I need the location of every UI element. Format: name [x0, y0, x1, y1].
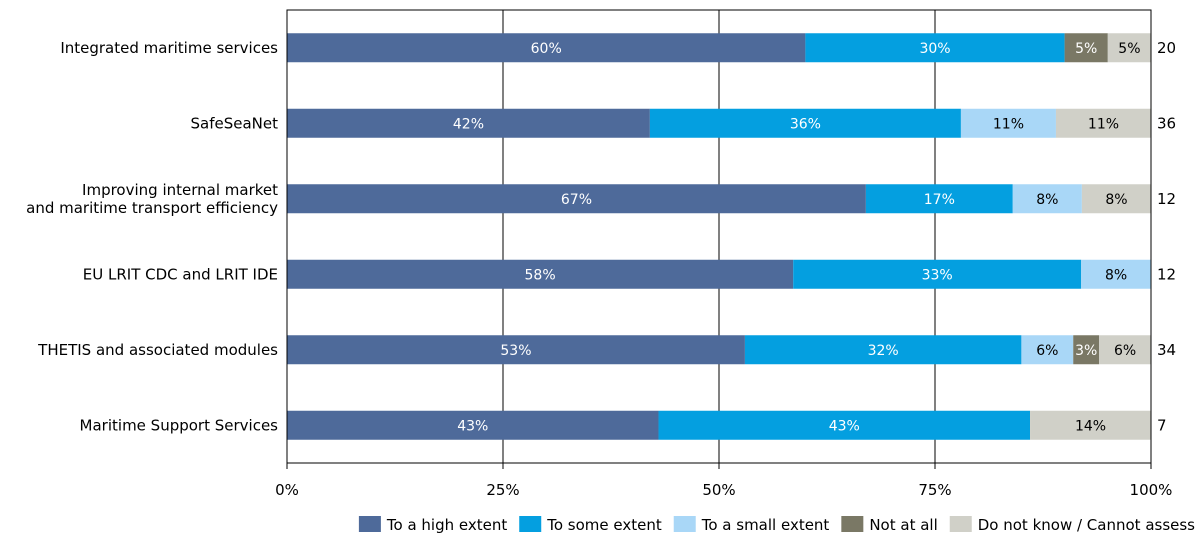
- data-label: 6%: [1036, 343, 1058, 359]
- bar-segment: [649, 108, 961, 138]
- legend-swatch: [673, 516, 696, 532]
- data-label: 58%: [525, 267, 556, 283]
- data-label: 43%: [457, 418, 488, 434]
- bar-segment: [744, 335, 1022, 365]
- category-label: Integrated maritime services: [60, 39, 278, 57]
- x-tick-label: 25%: [486, 481, 519, 499]
- data-label: 33%: [922, 267, 953, 283]
- bar-segment: [1081, 184, 1151, 214]
- bar-segment: [865, 184, 1013, 214]
- data-label: 43%: [829, 418, 860, 434]
- bar-segments: 60% 30% 5% 5% 42% 36% 11% 11% 67% 17% 8% 8% 58% 33% 8%…: [287, 33, 1151, 440]
- data-label: 8%: [1105, 192, 1127, 208]
- count-label: 12: [1157, 190, 1176, 208]
- category-label: THETIS and associated modules: [37, 341, 278, 359]
- data-label: 32%: [868, 343, 899, 359]
- bar-segment: [287, 33, 806, 63]
- data-label: 36%: [790, 116, 821, 132]
- bar-segment: [1055, 108, 1151, 138]
- data-label: 5%: [1075, 41, 1097, 57]
- bar-segment: [960, 108, 1056, 138]
- data-label: 6%: [1114, 343, 1136, 359]
- data-label: 8%: [1105, 267, 1127, 283]
- bar-segment: [287, 259, 794, 289]
- legend-swatch: [519, 516, 542, 532]
- category-label: EU LRIT CDC and LRIT IDE: [83, 265, 278, 283]
- bar-segment: [1064, 33, 1108, 63]
- bar-segment: [1107, 33, 1151, 63]
- legend-swatch: [358, 516, 381, 532]
- legend-label: To a high extent: [386, 516, 507, 534]
- legend-label: To some extent: [546, 516, 662, 534]
- bar-segment: [287, 108, 650, 138]
- data-label: 60%: [531, 41, 562, 57]
- data-label: 3%: [1075, 343, 1097, 359]
- data-label: 11%: [993, 116, 1024, 132]
- bar-segment: [805, 33, 1065, 63]
- legend-swatch: [841, 516, 864, 532]
- bar-segment: [1099, 335, 1151, 365]
- x-tick-label: 0%: [275, 481, 299, 499]
- category-label: Improving internal market and maritime tr…: [26, 181, 278, 217]
- bar-segment: [1030, 410, 1151, 440]
- x-tick-label: 50%: [702, 481, 735, 499]
- data-label: 30%: [919, 41, 950, 57]
- data-label: 11%: [1088, 116, 1119, 132]
- data-label: 14%: [1075, 418, 1106, 434]
- x-tick-label: 75%: [918, 481, 951, 499]
- data-label: 5%: [1118, 41, 1140, 57]
- bar-segment: [1073, 335, 1100, 365]
- legend-label: Do not know / Cannot assess: [978, 516, 1195, 534]
- legend-swatch: [949, 516, 972, 532]
- count-label: 12: [1157, 265, 1176, 283]
- category-label: Maritime Support Services: [80, 416, 279, 434]
- bar-segment: [287, 335, 745, 365]
- legend-label: To a small extent: [701, 516, 830, 534]
- count-label: 34: [1157, 341, 1176, 359]
- data-label: 53%: [500, 343, 531, 359]
- count-label: 20: [1157, 39, 1176, 57]
- data-label: 67%: [561, 192, 592, 208]
- plot-frame: [286, 9, 1152, 469]
- data-label: 42%: [453, 116, 484, 132]
- bar-segment: [658, 410, 1031, 440]
- bar-segment: [287, 184, 866, 214]
- data-label: 17%: [924, 192, 955, 208]
- gridlines: [502, 10, 936, 463]
- x-tick-labels: 0% 25% 50% 75% 100%: [275, 481, 1172, 499]
- bar-segment: [1021, 335, 1074, 365]
- legend: To a high extent To some extent To a small…: [358, 516, 1195, 534]
- x-tick-label: 100%: [1130, 481, 1173, 499]
- bar-segment: [1081, 259, 1151, 289]
- legend-label: Not at all: [869, 516, 937, 534]
- data-label: 8%: [1036, 192, 1058, 208]
- bar-segment: [1012, 184, 1082, 214]
- category-labels: Integrated maritime services SafeSeaNet Im…: [26, 39, 278, 435]
- bar-segment: [793, 259, 1082, 289]
- category-label: SafeSeaNet: [191, 114, 279, 132]
- count-label: 7: [1157, 416, 1167, 434]
- count-labels: 20 36 12 12 34 7: [1157, 39, 1176, 435]
- count-label: 36: [1157, 114, 1176, 132]
- bar-segment: [287, 410, 659, 440]
